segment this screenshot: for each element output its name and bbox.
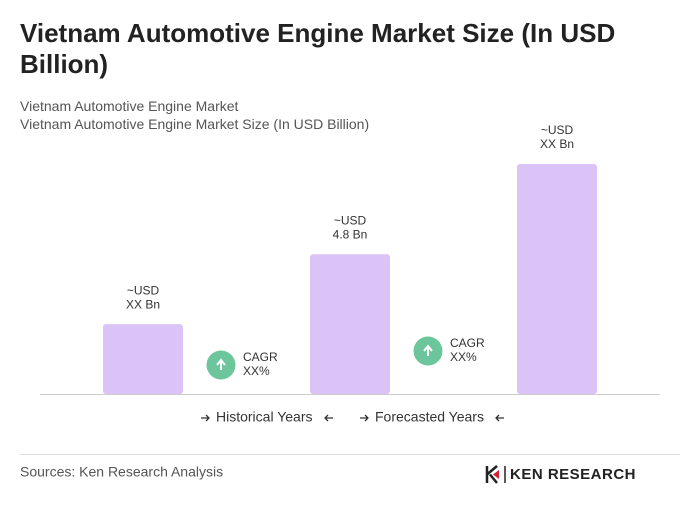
cagr-label: CAGR xyxy=(243,350,278,364)
logo-text: KEN RESEARCH xyxy=(510,466,636,483)
cagr-label: XX% xyxy=(243,364,270,378)
legend-label: Historical Years xyxy=(216,409,313,425)
value-label: ~USD xyxy=(334,213,367,227)
subtitle: Vietnam Automotive Engine Market Size (I… xyxy=(20,116,370,132)
subtitle: Vietnam Automotive Engine Market xyxy=(20,98,239,114)
logo-icon xyxy=(485,465,506,484)
legend-arrow xyxy=(324,414,333,422)
bar xyxy=(310,254,390,394)
value-label: XX Bn xyxy=(540,137,574,151)
value-label: ~USD xyxy=(127,283,160,297)
legend-label: Forecasted Years xyxy=(375,409,484,425)
bar xyxy=(103,324,183,394)
value-label: ~USD xyxy=(541,123,574,137)
cagr-arrow xyxy=(216,358,226,370)
cagr-label: CAGR xyxy=(450,336,485,350)
legend-arrow xyxy=(495,414,504,422)
source: Sources: Ken Research Analysis xyxy=(20,464,223,480)
cagr-arrow xyxy=(423,344,433,356)
legend-arrow xyxy=(201,414,210,422)
chart-title: Vietnam Automotive Engine Market Size (I… xyxy=(20,18,616,79)
legend-arrow xyxy=(360,414,369,422)
value-label: 4.8 Bn xyxy=(333,227,368,241)
bar xyxy=(517,164,597,394)
cagr-label: XX% xyxy=(450,350,477,364)
value-label: XX Bn xyxy=(126,297,160,311)
